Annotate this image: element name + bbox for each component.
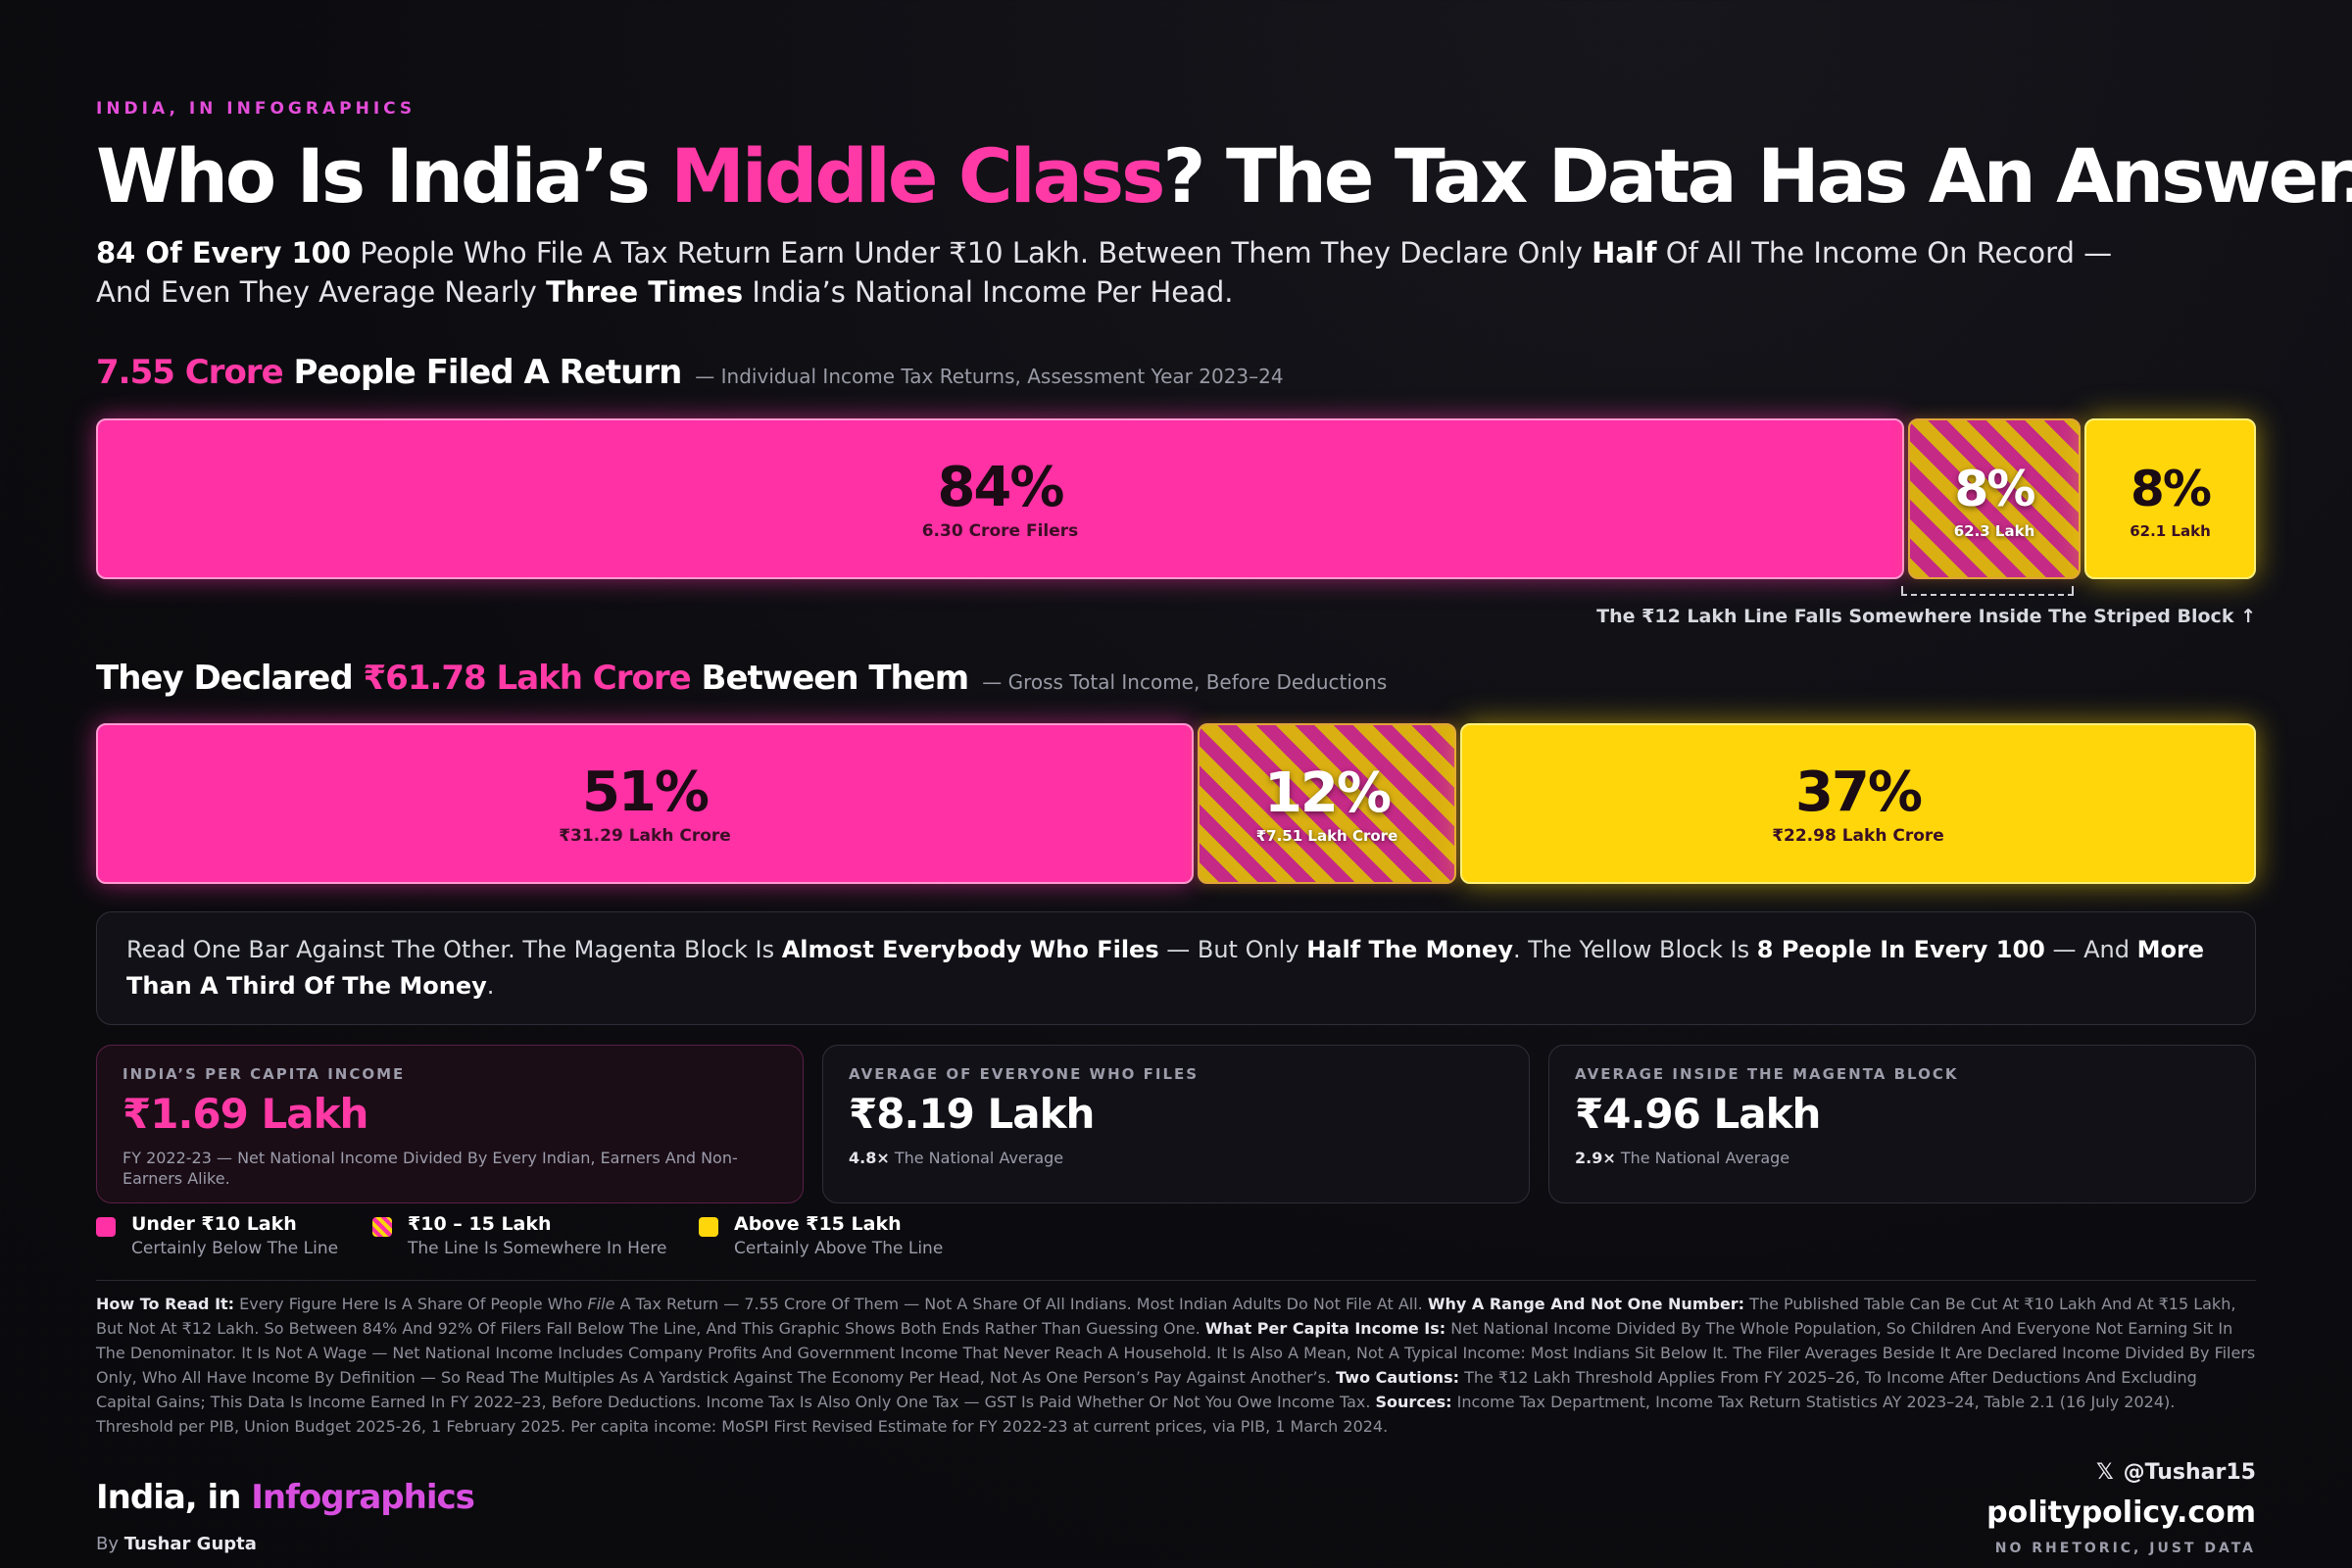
bar-segment-2: 12% ₹7.51 Lakh Crore (1198, 723, 1456, 884)
card-value: ₹4.96 Lakh (1575, 1090, 1821, 1138)
page-title: Who Is India’s Middle Class? The Tax Dat… (96, 132, 2352, 220)
chart-2-title: Between Them (690, 659, 970, 698)
bar-value-label: 37% (1794, 760, 1923, 824)
bar-segment-1: 51% ₹31.29 Lakh Crore (96, 723, 1194, 884)
divider (96, 1280, 2256, 1281)
fine-print: How To Read It: Every Figure Here Is A S… (96, 1295, 2256, 1436)
bar-segment-1: 84% 6.30 Crore Filers (96, 418, 1904, 579)
subtitle: 84 Of Every 100 People Who File A Tax Re… (96, 236, 2113, 309)
chart-2-note: — Gross Total Income, Before Deductions (982, 670, 1388, 694)
title-highlight: Middle Class (670, 132, 1165, 220)
x-logo-icon: 𝕏 (2095, 1460, 2114, 1485)
bar-value-label: 8% (1954, 461, 2036, 517)
chart-2-title-pre: They Declared (96, 659, 364, 698)
card-label: AVERAGE OF EVERYONE WHO FILES (849, 1065, 1200, 1083)
card-desc: 2.9× The National Average (1575, 1149, 1790, 1167)
bar-segment-3: 37% ₹22.98 Lakh Crore (1460, 723, 2256, 884)
chart-2-title-highlight: ₹61.78 Lakh Crore (363, 659, 692, 698)
bar-segment-2: 8% 62.3 Lakh (1908, 418, 2081, 579)
infographic: INDIA, IN INFOGRAPHICS Who Is India’s Mi… (96, 0, 2352, 1568)
legend-swatch-striped (372, 1217, 392, 1237)
card-value: ₹8.19 Lakh (849, 1090, 1095, 1138)
card-avg-magenta: AVERAGE INSIDE THE MAGENTA BLOCK ₹4.96 L… (1548, 1045, 2256, 1203)
chart-1-note: — Individual Income Tax Returns, Assessm… (695, 365, 1284, 388)
callout-box: Read One Bar Against The Other. The Mage… (96, 911, 2256, 1025)
bar-detail-label: ₹22.98 Lakh Crore (1772, 826, 1944, 846)
card-desc: 4.8× The National Average (849, 1149, 1064, 1167)
byline: By Tushar Gupta (96, 1534, 257, 1554)
bar-detail-label: ₹7.51 Lakh Crore (1255, 827, 1398, 845)
bar-value-label: 84% (937, 456, 1064, 519)
bar-detail-label: 62.3 Lakh (1953, 522, 2035, 540)
card-avg-filers: AVERAGE OF EVERYONE WHO FILES ₹8.19 Lakh… (822, 1045, 1530, 1203)
range-bracket (1901, 586, 2074, 596)
tagline: NO RHETORIC, JUST DATA (1994, 1541, 2256, 1556)
brand: India, in Infographics (96, 1478, 475, 1517)
chart-1-title: People Filed A Return (282, 353, 682, 392)
chart-2-heading: They Declared ₹61.78 Lakh Crore Between … (96, 659, 1387, 698)
bar-detail-label: 6.30 Crore Filers (921, 521, 1079, 541)
income-bar: 51% ₹31.29 Lakh Crore 12% ₹7.51 Lakh Crore 3… (96, 723, 2256, 884)
card-value: ₹1.69 Lakh (122, 1090, 368, 1138)
site-link[interactable]: politypolicy.com (1986, 1495, 2256, 1530)
bar-segment-3: 8% 62.1 Lakh (2084, 418, 2256, 579)
chart-1-title-highlight: 7.55 Crore (96, 353, 284, 392)
legend-swatch-yellow (699, 1217, 718, 1237)
chart-1-heading: 7.55 Crore People Filed A Return — Indivi… (96, 353, 1284, 392)
kicker: INDIA, IN INFOGRAPHICS (96, 99, 416, 119)
card-label: INDIA’S PER CAPITA INCOME (122, 1065, 406, 1083)
bracket-note: The ₹12 Lakh Line Falls Somewhere Inside… (1596, 606, 2256, 627)
legend-swatch-magenta (96, 1217, 116, 1237)
bar-detail-label: ₹31.29 Lakh Crore (559, 826, 731, 846)
bar-detail-label: 62.1 Lakh (2130, 522, 2211, 540)
card-per-capita: INDIA’S PER CAPITA INCOME ₹1.69 Lakh FY … (96, 1045, 804, 1203)
bar-value-label: 12% (1263, 761, 1392, 825)
filers-bar: 84% 6.30 Crore Filers 8% 62.3 Lakh 8% 62.1 La… (96, 418, 2256, 579)
card-desc: FY 2022-23 — Net National Income Divided… (122, 1149, 738, 1188)
card-label: AVERAGE INSIDE THE MAGENTA BLOCK (1575, 1065, 1959, 1083)
social-handle[interactable]: 𝕏 @Tushar15 (2095, 1460, 2256, 1485)
bar-value-label: 51% (581, 760, 710, 824)
bar-value-label: 8% (2131, 461, 2212, 517)
